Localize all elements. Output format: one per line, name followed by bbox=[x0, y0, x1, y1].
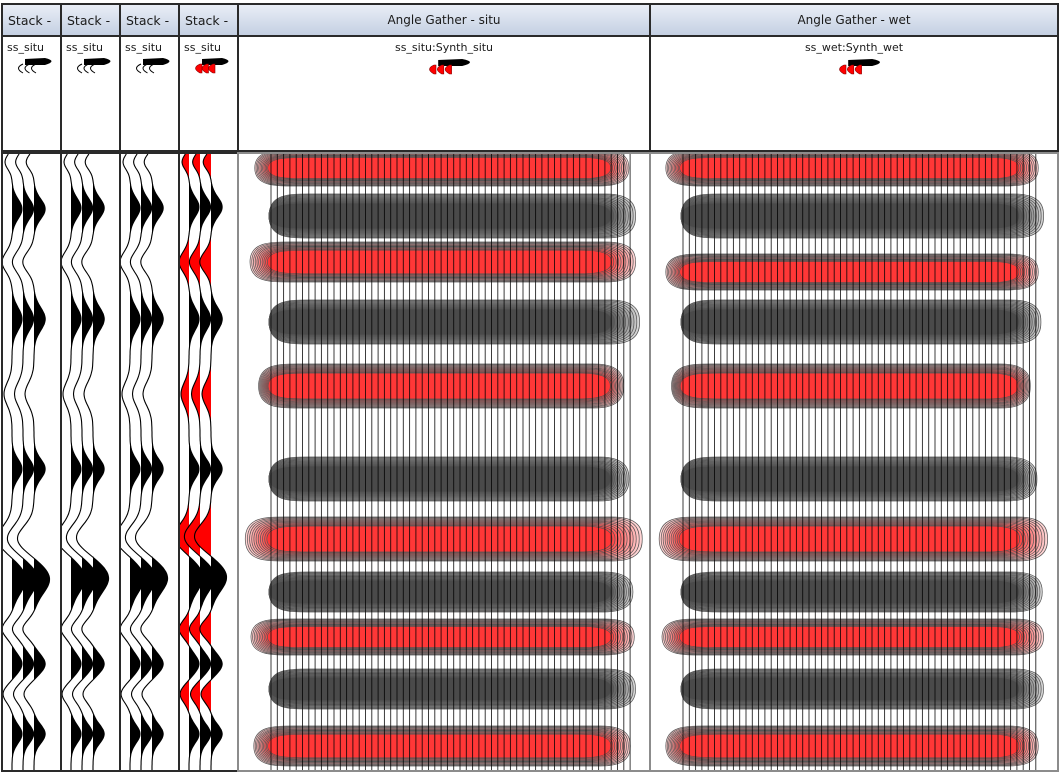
wiggle-legend-red-icon bbox=[195, 58, 229, 74]
track-label: ss_situ bbox=[125, 41, 163, 54]
column-header-angle-gather-situ[interactable]: Angle Gather - situ bbox=[237, 3, 651, 37]
column-header-angle-gather-wet[interactable]: Angle Gather - wet bbox=[649, 3, 1059, 37]
stack-panel-3[interactable] bbox=[119, 152, 180, 772]
column-header-stack-2[interactable]: Stack - bbox=[60, 3, 121, 37]
track-info-stack-4[interactable]: ss_situ bbox=[178, 37, 239, 152]
stack-panel-4[interactable] bbox=[178, 152, 239, 772]
wiggle-legend-black-icon bbox=[18, 58, 52, 74]
track-info-stack-2[interactable]: ss_situ bbox=[60, 37, 121, 152]
variable-area-gather bbox=[244, 154, 643, 770]
wiggle-traces bbox=[121, 154, 169, 770]
wiggle-legend-red-icon bbox=[839, 59, 880, 75]
track-info-angle-gather-wet[interactable]: ss_wet:Synth_wet bbox=[649, 37, 1059, 152]
angle-gather-panel-wet[interactable] bbox=[649, 152, 1059, 772]
track-info-angle-gather-situ[interactable]: ss_situ:Synth_situ bbox=[237, 37, 651, 152]
track-label: ss_wet:Synth_wet bbox=[804, 41, 904, 54]
wiggle-legend-black-icon bbox=[77, 58, 111, 74]
column-header-stack-4[interactable]: Stack - bbox=[178, 3, 239, 37]
stack-panel-1[interactable] bbox=[1, 152, 62, 772]
wiggle-legend-red-icon bbox=[429, 59, 470, 75]
column-header-label: Stack - bbox=[185, 12, 229, 28]
column-header-label: Stack - bbox=[8, 12, 52, 28]
angle-gather-panel-situ[interactable] bbox=[237, 152, 651, 772]
track-label: ss_situ bbox=[7, 41, 45, 54]
track-label: ss_situ bbox=[184, 41, 222, 54]
track-label: ss_situ bbox=[66, 41, 104, 54]
column-header-label: Stack - bbox=[126, 12, 170, 28]
wiggle-traces bbox=[3, 154, 51, 770]
stack-panel-2[interactable] bbox=[60, 152, 121, 772]
track-info-stack-3[interactable]: ss_situ bbox=[119, 37, 180, 152]
track-label: ss_situ:Synth_situ bbox=[394, 41, 494, 54]
column-header-stack-3[interactable]: Stack - bbox=[119, 3, 180, 37]
column-header-label: Angle Gather - wet bbox=[797, 13, 911, 27]
column-header-label: Stack - bbox=[67, 12, 111, 28]
wiggle-legend-black-icon bbox=[136, 58, 170, 74]
track-info-stack-1[interactable]: ss_situ bbox=[1, 37, 62, 152]
wiggle-traces bbox=[62, 154, 110, 770]
column-header-label: Angle Gather - situ bbox=[387, 13, 501, 27]
wiggle-traces bbox=[180, 154, 228, 770]
variable-area-gather bbox=[658, 154, 1048, 770]
column-header-stack-1[interactable]: Stack - bbox=[1, 3, 62, 37]
